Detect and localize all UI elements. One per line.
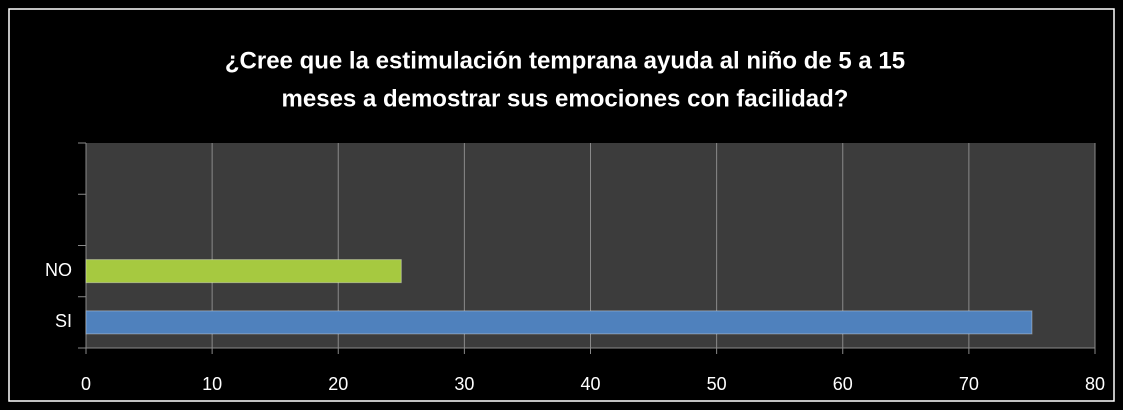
y-tick-label: SI (55, 311, 72, 331)
x-tick-label: 10 (202, 374, 222, 394)
chart-title: meses a demostrar sus emociones con faci… (282, 85, 849, 112)
x-tick-label: 40 (580, 374, 600, 394)
x-tick-label: 50 (707, 374, 727, 394)
chart-title: ¿Cree que la estimulación temprana ayuda… (225, 47, 905, 74)
x-tick-label: 60 (833, 374, 853, 394)
x-tick-label: 80 (1085, 374, 1105, 394)
x-tick-label: 30 (454, 374, 474, 394)
bar (85, 259, 402, 284)
x-tick-label: 0 (81, 374, 91, 394)
x-tick-label: 70 (959, 374, 979, 394)
bar (85, 310, 1033, 335)
frame (8, 8, 1115, 402)
y-tick-label: NO (45, 260, 72, 280)
x-tick-label: 20 (328, 374, 348, 394)
